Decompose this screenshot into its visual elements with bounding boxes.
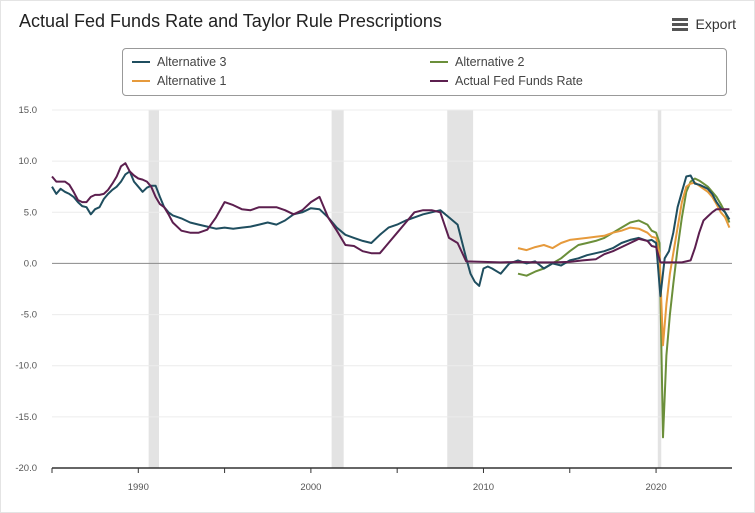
chart-legend: Alternative 3 Alternative 2 Alternative … xyxy=(122,48,727,96)
export-button[interactable]: Export xyxy=(671,16,736,32)
legend-label: Alternative 3 xyxy=(157,55,227,69)
y-tick-label: -20.0 xyxy=(15,463,37,474)
legend-item-actual-fed-funds-rate[interactable]: Actual Fed Funds Rate xyxy=(430,74,583,88)
series-line-actual-fed-funds-rate xyxy=(51,162,730,264)
series-line-alternative-2 xyxy=(517,177,731,439)
y-tick-label: -10.0 xyxy=(15,361,37,372)
recession-band xyxy=(331,110,344,468)
hamburger-menu-icon xyxy=(671,17,688,31)
series-line-alternative-3 xyxy=(51,170,731,298)
y-tick-label: -15.0 xyxy=(15,412,37,423)
y-tick-label: 5.0 xyxy=(24,207,37,218)
legend-item-alternative-1[interactable]: Alternative 1 xyxy=(132,74,226,88)
y-tick-label: 0.0 xyxy=(24,258,37,269)
export-label: Export xyxy=(695,16,736,32)
recession-band xyxy=(148,110,160,468)
legend-swatch-alternative-2 xyxy=(430,61,448,63)
y-tick-label: 15.0 xyxy=(19,105,38,116)
legend-item-alternative-3[interactable]: Alternative 3 xyxy=(132,55,226,69)
y-tick-label: -5.0 xyxy=(21,310,37,321)
legend-label: Actual Fed Funds Rate xyxy=(455,74,583,88)
chart-title: Actual Fed Funds Rate and Taylor Rule Pr… xyxy=(19,11,442,31)
legend-label: Alternative 2 xyxy=(455,55,525,69)
series-line-alternative-1 xyxy=(517,181,731,347)
y-tick-label: 10.0 xyxy=(19,156,38,167)
legend-item-alternative-2[interactable]: Alternative 2 xyxy=(430,55,524,69)
x-tick-label: 1990 xyxy=(128,482,149,493)
x-tick-label: 2020 xyxy=(645,482,666,493)
legend-label: Alternative 1 xyxy=(157,74,227,88)
recession-band xyxy=(447,110,474,468)
x-tick-label: 2000 xyxy=(300,482,321,493)
legend-swatch-actual-fed-funds-rate xyxy=(430,80,448,82)
x-tick-label: 2010 xyxy=(473,482,494,493)
legend-swatch-alternative-1 xyxy=(132,80,150,82)
legend-swatch-alternative-3 xyxy=(132,61,150,63)
